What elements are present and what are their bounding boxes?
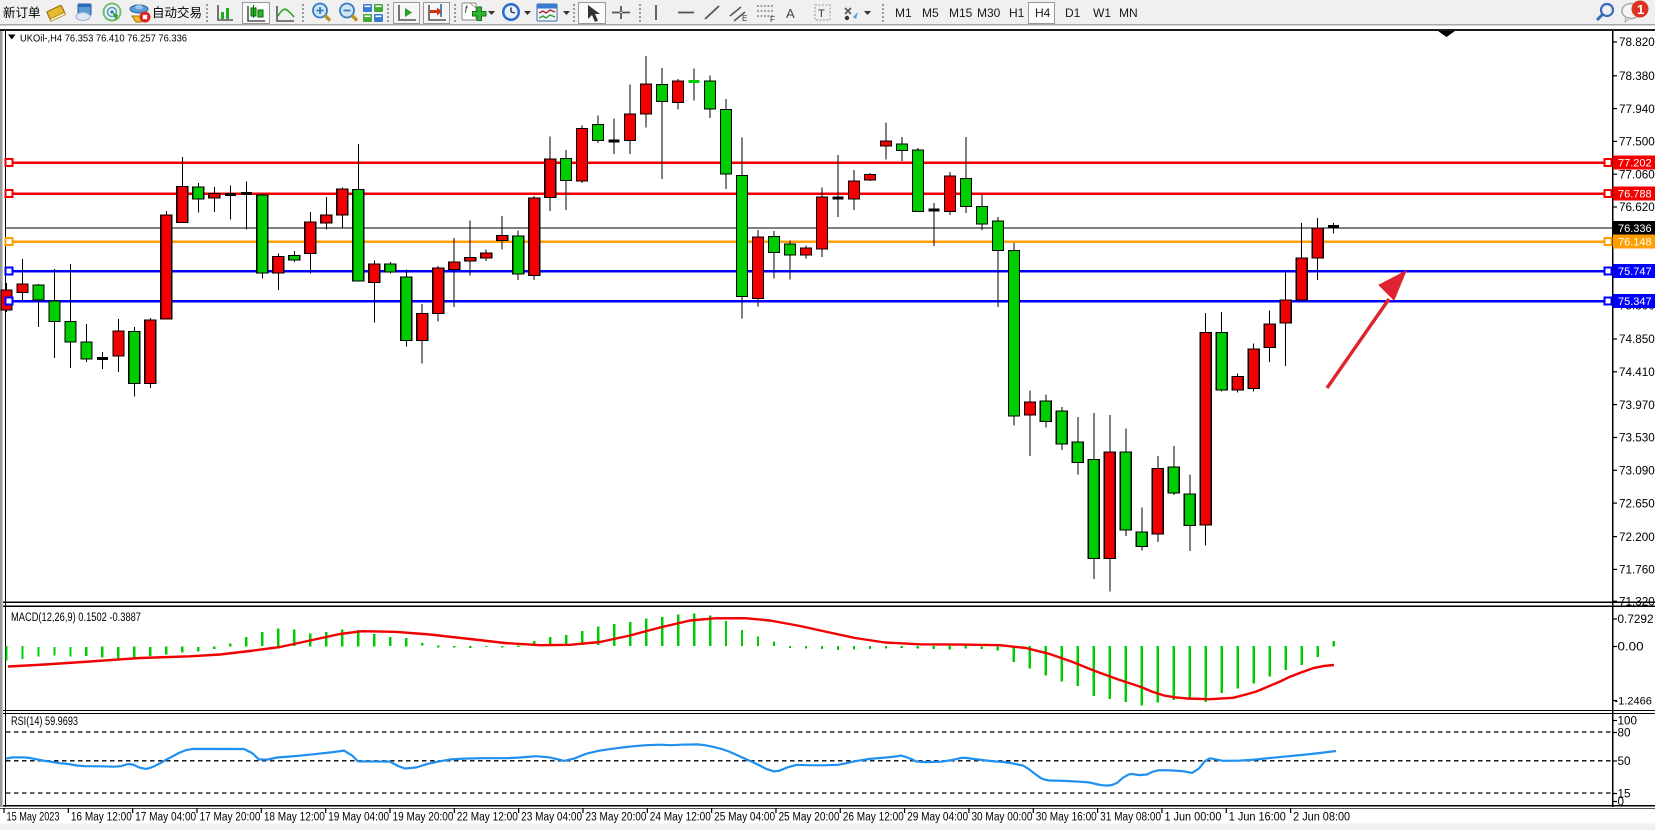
svg-text:MACD(12,26,9) 0.1502 -0.3887: MACD(12,26,9) 0.1502 -0.3887 — [11, 612, 141, 624]
svg-text:75.347: 75.347 — [1618, 296, 1652, 308]
svg-text:76.148: 76.148 — [1618, 237, 1652, 249]
svg-text:新订单: 新订单 — [3, 5, 41, 20]
svg-text:15 May 2023: 15 May 2023 — [7, 812, 60, 824]
svg-text:M5: M5 — [922, 6, 939, 20]
svg-text:W1: W1 — [1093, 6, 1111, 20]
svg-text:73.090: 73.090 — [1619, 465, 1655, 478]
svg-text:22 May 12:00: 22 May 12:00 — [457, 812, 518, 824]
svg-text:29 May 04:00: 29 May 04:00 — [907, 812, 968, 824]
svg-text:0.7292: 0.7292 — [1618, 613, 1654, 626]
svg-text:15: 15 — [1618, 788, 1632, 801]
svg-text:76.788: 76.788 — [1618, 189, 1652, 201]
svg-text:-1.2466: -1.2466 — [1615, 696, 1652, 708]
svg-text:17 May 20:00: 17 May 20:00 — [199, 812, 260, 824]
svg-text:18 May 12:00: 18 May 12:00 — [264, 812, 325, 824]
svg-text:19 May 20:00: 19 May 20:00 — [392, 812, 453, 824]
svg-text:1: 1 — [1637, 2, 1644, 17]
svg-text:26 May 12:00: 26 May 12:00 — [843, 812, 904, 824]
svg-text:80: 80 — [1618, 727, 1632, 740]
svg-text:78.380: 78.380 — [1619, 70, 1655, 83]
svg-text:74.410: 74.410 — [1619, 366, 1655, 379]
svg-text:RSI(14) 59.9693: RSI(14) 59.9693 — [11, 716, 78, 728]
svg-text:19 May 04:00: 19 May 04:00 — [328, 812, 389, 824]
svg-text:M1: M1 — [895, 6, 912, 20]
svg-text:M15: M15 — [949, 6, 973, 20]
svg-text:0: 0 — [1618, 796, 1625, 809]
svg-text:72.200: 72.200 — [1619, 531, 1655, 544]
svg-text:MN: MN — [1119, 6, 1138, 20]
svg-text:75.747: 75.747 — [1618, 266, 1652, 278]
svg-text:77.500: 77.500 — [1619, 136, 1655, 149]
svg-text:17 May 04:00: 17 May 04:00 — [135, 812, 196, 824]
svg-text:77.202: 77.202 — [1618, 158, 1652, 170]
svg-text:50: 50 — [1618, 755, 1632, 768]
svg-text:H4: H4 — [1035, 6, 1051, 20]
svg-text:74.850: 74.850 — [1619, 333, 1655, 346]
svg-text:23 May 04:00: 23 May 04:00 — [521, 812, 582, 824]
svg-text:H1: H1 — [1009, 6, 1025, 20]
svg-text:71.760: 71.760 — [1619, 564, 1655, 577]
svg-text:2 Jun 08:00: 2 Jun 08:00 — [1293, 812, 1350, 824]
svg-text:E: E — [742, 14, 747, 23]
svg-text:0.00: 0.00 — [1618, 641, 1645, 654]
svg-text:1 Jun 00:00: 1 Jun 00:00 — [1164, 812, 1221, 824]
svg-text:25 May 04:00: 25 May 04:00 — [714, 812, 775, 824]
svg-text:73.530: 73.530 — [1619, 432, 1655, 445]
svg-text:30 May 16:00: 30 May 16:00 — [1036, 812, 1097, 824]
svg-text:24 May 12:00: 24 May 12:00 — [650, 812, 711, 824]
svg-text:M30: M30 — [977, 6, 1001, 20]
svg-text:f: f — [465, 5, 469, 16]
svg-text:73.970: 73.970 — [1619, 399, 1655, 412]
svg-text:1 Jun 16:00: 1 Jun 16:00 — [1229, 812, 1286, 824]
svg-text:77.940: 77.940 — [1619, 103, 1655, 116]
svg-text:自动交易: 自动交易 — [152, 5, 202, 20]
svg-text:77.060: 77.060 — [1619, 168, 1655, 181]
svg-text:23 May 20:00: 23 May 20:00 — [585, 812, 646, 824]
svg-text:72.650: 72.650 — [1619, 497, 1655, 510]
svg-text:25 May 20:00: 25 May 20:00 — [778, 812, 839, 824]
svg-text:A: A — [786, 6, 795, 21]
svg-text:71.320: 71.320 — [1619, 595, 1655, 608]
svg-text:D1: D1 — [1065, 6, 1081, 20]
svg-text:T: T — [818, 8, 825, 20]
svg-text:76.336: 76.336 — [1618, 223, 1652, 235]
svg-text:F: F — [770, 15, 775, 24]
svg-text:100: 100 — [1618, 715, 1638, 728]
svg-text:UKOil-,H4 76.353 76.410 76.25: UKOil-,H4 76.353 76.410 76.257 76.336 — [20, 33, 187, 45]
svg-text:16 May 12:00: 16 May 12:00 — [71, 812, 132, 824]
svg-text:78.820: 78.820 — [1619, 36, 1655, 49]
svg-text:30 May 00:00: 30 May 00:00 — [971, 812, 1032, 824]
svg-text:31 May 08:00: 31 May 08:00 — [1100, 812, 1161, 824]
svg-text:76.620: 76.620 — [1619, 201, 1655, 214]
